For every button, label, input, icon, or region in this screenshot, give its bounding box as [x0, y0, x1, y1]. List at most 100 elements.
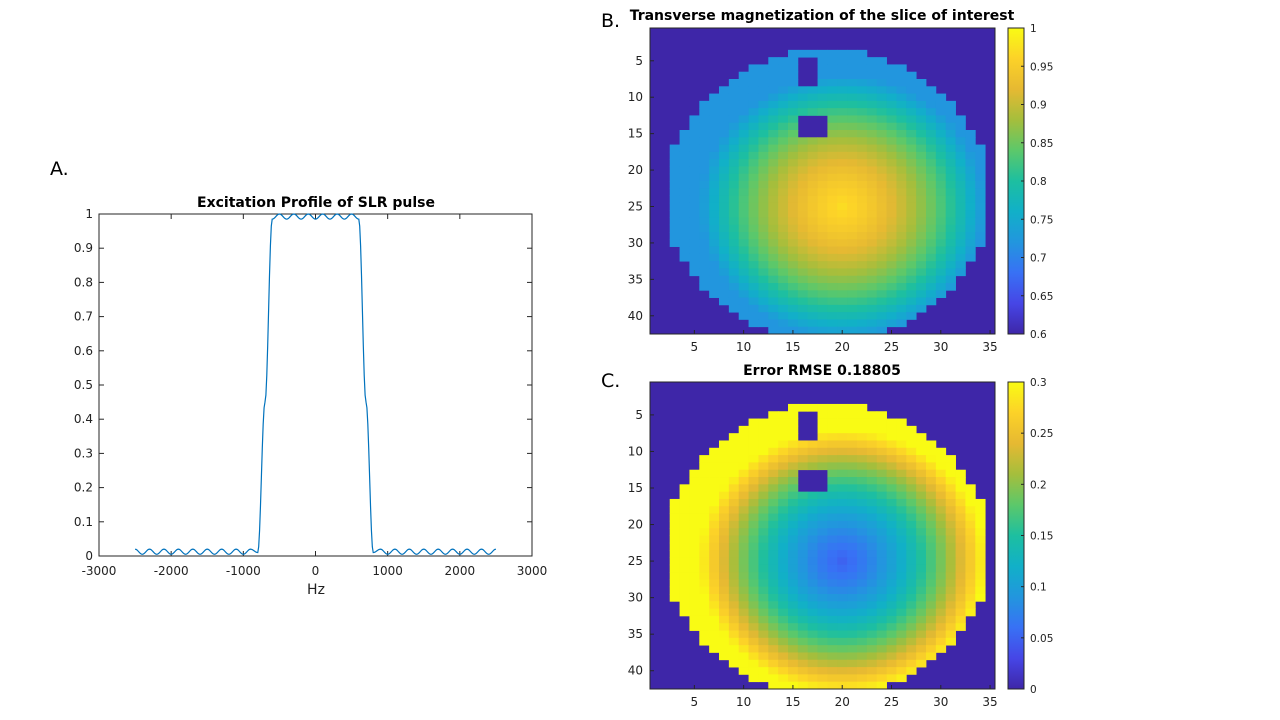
heatmap-cell [788, 246, 799, 255]
heatmap-cell [847, 195, 858, 204]
heatmap-cell [748, 224, 759, 233]
heatmap-cell [916, 297, 927, 306]
heatmap-cell [768, 506, 779, 514]
heatmap-cell [758, 550, 769, 558]
heatmap-cell [857, 57, 868, 65]
heatmap-cell [797, 659, 809, 668]
heatmap-xtick-label-4: 25 [884, 340, 899, 354]
heatmap-cell [817, 542, 828, 551]
heatmap-cell [728, 564, 740, 573]
heatmap-cell [719, 166, 730, 175]
heatmap-cell [758, 440, 769, 449]
heatmap-cell [768, 173, 779, 182]
heatmap-cell [945, 513, 956, 522]
heatmap-cell [768, 304, 779, 313]
heatmap-cell [689, 224, 700, 233]
heatmap-cell [778, 253, 789, 262]
heatmap-cell [837, 246, 848, 255]
heatmap-cell [876, 535, 887, 544]
heatmap-cell [827, 253, 838, 262]
heatmap-cell [857, 253, 868, 262]
heatmap-cell [926, 520, 937, 529]
heatmap-cell [857, 304, 868, 313]
heatmap-cell [728, 86, 740, 94]
heatmap-cell [847, 425, 858, 434]
heatmap-cell [719, 261, 730, 269]
heatmap-cell [965, 239, 976, 247]
heatmap-cell [945, 484, 956, 493]
heatmap-cell [817, 144, 828, 153]
heatmap-cell [965, 528, 976, 536]
heatmap-cell [876, 64, 887, 73]
heatmap-cell [896, 122, 907, 131]
heatmap-cell [955, 623, 966, 631]
heatmap-cell [916, 513, 927, 522]
heatmap-cell [797, 506, 809, 514]
heatmap-cell [926, 188, 937, 196]
heatmap-cell [807, 645, 818, 653]
heatmap-cell [797, 181, 809, 189]
heatmap-cell [669, 586, 680, 595]
heatmap-cell [827, 100, 838, 109]
heatmap-cell [935, 122, 947, 131]
heatmap-cell [807, 253, 818, 262]
heatmap-cell [817, 593, 828, 602]
heatmap-cell [689, 608, 700, 617]
heatmap-cell [896, 283, 907, 291]
heatmap-cell [857, 86, 868, 94]
heatmap-cell [837, 403, 848, 412]
heatmap-cell [926, 297, 937, 306]
heatmap-cell [965, 491, 976, 500]
heatmap-cell [935, 630, 947, 639]
heatmap-cell [876, 491, 887, 500]
heatmap-cell [847, 440, 858, 449]
heatmap-cell [797, 615, 809, 624]
heatmap-cell [788, 312, 799, 320]
heatmap-cell [797, 312, 809, 320]
heatmap-cell [837, 268, 848, 277]
heatmap-cell [857, 667, 868, 675]
heatmap-cell [719, 86, 730, 94]
heatmap-cell [857, 268, 868, 277]
heatmap-cell [876, 659, 887, 668]
heatmap-cell [788, 447, 799, 456]
heatmap-cell [699, 498, 710, 507]
heatmap-cell [709, 195, 720, 204]
heatmap-cell [896, 137, 907, 145]
heatmap-cell [896, 195, 907, 204]
heatmap-cell [748, 202, 759, 211]
heatmap-cell [788, 674, 799, 683]
heatmap-cell [935, 224, 947, 233]
heatmap-cell [738, 498, 749, 507]
heatmap-cell [866, 283, 878, 291]
heatmap-cell [778, 166, 789, 175]
heatmap-cell [807, 290, 818, 298]
heatmap-cell [837, 86, 848, 94]
heatmap-cell [876, 297, 887, 306]
heatmap-cell [906, 108, 917, 116]
heatmap-cell [719, 202, 730, 211]
heatmap-cell [926, 210, 937, 218]
heatmap-cell [975, 506, 986, 514]
heatmap-cell [738, 268, 749, 277]
heatmap-cell [857, 418, 868, 427]
heatmap-cell [817, 681, 828, 690]
heatmap-cell [768, 115, 779, 124]
heatmap-cell [788, 564, 799, 573]
heatmap-cell [719, 253, 730, 262]
heatmap-cell [669, 188, 680, 196]
heatmap-cell [768, 79, 779, 87]
heatmap-cell [807, 108, 818, 116]
heatmap-cell [807, 564, 818, 573]
heatmap-cell [728, 268, 740, 277]
heatmap-cell [935, 528, 947, 536]
heatmap-cell [975, 513, 986, 522]
heatmap-cell [788, 477, 799, 485]
heatmap-cell [807, 173, 818, 182]
heatmap-cell [679, 159, 690, 167]
heatmap-cell [699, 579, 710, 588]
heatmap-cell [886, 253, 897, 262]
heatmap-cell [827, 122, 838, 131]
heatmap-cell [906, 122, 917, 131]
